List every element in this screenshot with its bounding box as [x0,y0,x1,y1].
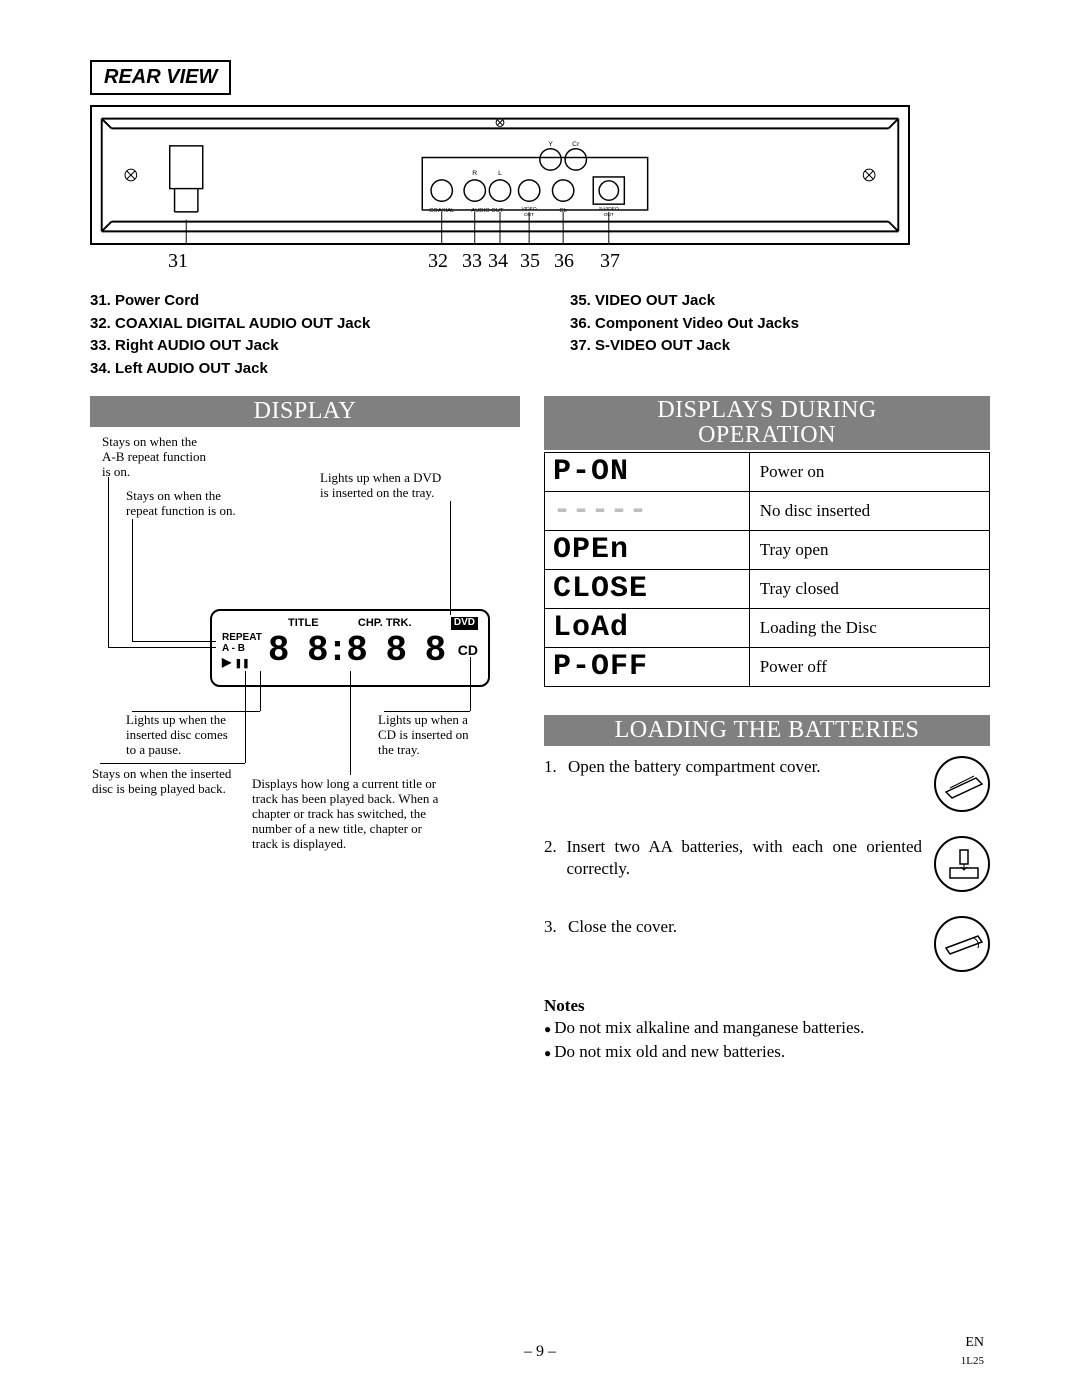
batt-step-1: 1. Open the battery compartment cover. [544,756,990,812]
parts-col-left: 31. Power Cord 32. COAXIAL DIGITAL AUDIO… [90,290,510,380]
footer-lang: EN [965,1335,984,1351]
part-37: 37. S-VIDEO OUT Jack [570,335,990,358]
section-display-title: DISPLAY [90,396,520,427]
callout-37: 37 [600,250,620,273]
svg-text:L: L [498,170,502,177]
ops-label: Tray open [749,531,989,570]
anno-repeat: Stays on when the repeat function is on. [126,489,286,519]
lcd-title-label: TITLE [288,617,319,630]
lcd-chptrk-label: CHP. TRK. [358,617,412,630]
ops-label: Power off [749,648,989,687]
section-ops-title: DISPLAYS DURING OPERATION [544,396,990,450]
ops-label: Loading the Disc [749,609,989,648]
svg-text:Cr: Cr [572,141,580,148]
ops-table: P-ONPower on -----No disc inserted OPEnT… [544,452,990,687]
svg-text:R: R [472,170,477,177]
callout-32: 32 [428,250,448,273]
callout-33: 33 [462,250,482,273]
batt-step-2: 2.Insert two AA batteries, with each one… [544,836,990,892]
ops-row: P-OFFPower off [545,648,990,687]
ops-label: Tray closed [749,570,989,609]
anno-time: Displays how long a current title or tra… [252,777,492,852]
ops-seg: CLOSE [545,570,750,609]
ops-label: No disc inserted [749,492,989,531]
note-item: Do not mix old and new batteries. [544,1040,990,1064]
play-icon: ▶ [222,655,231,669]
step-num: 3. [544,916,562,938]
callout-31: 31 [168,250,188,273]
ops-row: LoAdLoading the Disc [545,609,990,648]
lcd-digits: 8 8:8 8 8 [268,635,444,667]
step-text: Insert two AA batteries, with each one o… [567,836,923,880]
rear-view-label: REAR VIEW [90,60,231,95]
footer-code: 1L25 [961,1355,984,1367]
ops-seg: OPEn [545,531,750,570]
step-num: 2. [544,836,561,880]
callout-34: 34 [488,250,508,273]
section-batteries-title: LOADING THE BATTERIES [544,715,990,746]
battery-open-icon [934,756,990,812]
page-number: – 9 – [0,1343,1080,1361]
anno-ab-repeat: Stays on when the A-B repeat function is… [102,435,252,480]
rear-panel-diagram: Y Cr R L COAXIAL AUDIO OUT VIDEO OUT Cb … [90,105,990,276]
parts-list: 31. Power Cord 32. COAXIAL DIGITAL AUDIO… [90,290,990,380]
svg-text:AUDIO OUT: AUDIO OUT [471,208,504,214]
anno-cd: Lights up when a CD is inserted on the t… [378,713,528,758]
ops-seg: LoAd [545,609,750,648]
part-32: 32. COAXIAL DIGITAL AUDIO OUT Jack [90,313,510,336]
display-diagram: TITLE CHP. TRK. DVD REPEAT A - B ▶ ❚❚ 8 … [90,427,520,857]
step-text: Open the battery compartment cover. [568,756,821,778]
part-35: 35. VIDEO OUT Jack [570,290,990,313]
ops-row: -----No disc inserted [545,492,990,531]
part-34: 34. Left AUDIO OUT Jack [90,358,510,381]
part-36: 36. Component Video Out Jacks [570,313,990,336]
parts-col-right: 35. VIDEO OUT Jack 36. Component Video O… [570,290,990,380]
battery-insert-icon [934,836,990,892]
ops-row: CLOSETray closed [545,570,990,609]
part-31: 31. Power Cord [90,290,510,313]
notes-heading: Notes [544,996,990,1016]
step-num: 1. [544,756,562,778]
batt-step-3: 3. Close the cover. [544,916,990,972]
pause-icon: ❚❚ [235,658,250,668]
callout-36: 36 [554,250,574,273]
ops-seg: P-OFF [545,648,750,687]
ops-row: OPEnTray open [545,531,990,570]
battery-steps: 1. Open the battery compartment cover. 2.… [544,756,990,972]
lcd-ab-label: A - B [222,643,262,654]
notes-list: Do not mix alkaline and manganese batter… [544,1016,990,1064]
svg-text:S-VIDEO: S-VIDEO [599,206,619,212]
lcd-dvd-badge: DVD [451,617,478,630]
svg-text:Y: Y [548,141,553,148]
svg-text:VIDEO: VIDEO [522,206,537,212]
ops-seg: P-ON [545,453,750,492]
callout-35: 35 [520,250,540,273]
ops-row: P-ONPower on [545,453,990,492]
ops-seg: ----- [545,492,750,531]
part-33: 33. Right AUDIO OUT Jack [90,335,510,358]
lcd-cd-label: CD [458,642,478,659]
anno-pause: Lights up when the inserted disc comes t… [126,713,296,758]
lcd-repeat-label: REPEAT [222,632,262,643]
ops-label: Power on [749,453,989,492]
step-text: Close the cover. [568,916,677,938]
battery-close-icon [934,916,990,972]
callout-numbers: 31 32 33 34 35 36 37 [90,250,990,276]
anno-dvd: Lights up when a DVD is inserted on the … [320,471,490,501]
note-item: Do not mix alkaline and manganese batter… [544,1016,990,1040]
